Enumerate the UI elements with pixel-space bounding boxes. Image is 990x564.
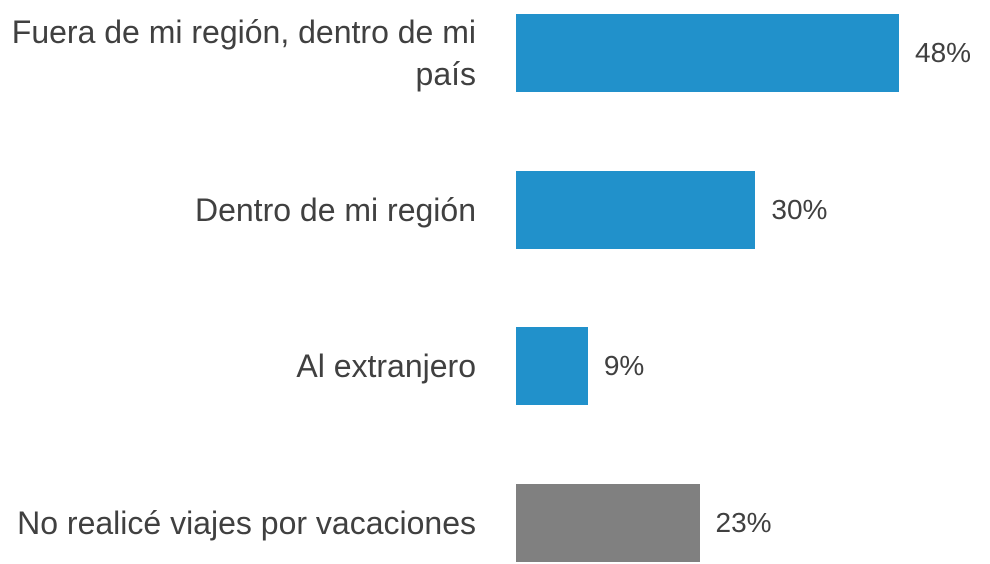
category-label: Al extranjero: [296, 348, 476, 385]
bar: [516, 327, 588, 406]
value-label: 9%: [603, 350, 645, 382]
value-label: 30%: [771, 193, 828, 225]
value-label: 23%: [715, 507, 772, 539]
bar: [516, 14, 899, 92]
category-label: Fuera de mi región, dentro de mi país: [11, 14, 476, 92]
bar: [516, 484, 700, 563]
bar: [516, 170, 756, 249]
category-label: Dentro de mi región: [194, 191, 476, 228]
value-label: 48%: [915, 37, 972, 68]
category-label: No realicé viajes por vacaciones: [17, 505, 476, 542]
